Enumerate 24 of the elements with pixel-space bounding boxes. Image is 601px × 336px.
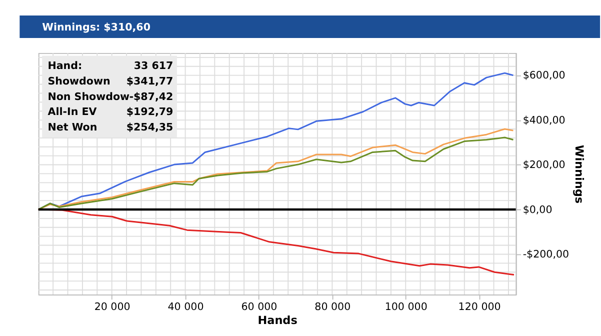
- y-axis-title: Winnings: [572, 144, 586, 204]
- x-tick-label: 80 000: [314, 300, 351, 313]
- chart-title: Winnings: $310,60: [42, 21, 150, 34]
- x-tick-label: 20 000: [94, 300, 130, 313]
- annotation: $192,79: [126, 106, 174, 118]
- x-tick-label: 100 000: [384, 300, 428, 313]
- annotation: Showdown: [48, 75, 110, 88]
- x-axis-title: Hands: [258, 314, 298, 327]
- x-tick-label: 40 000: [168, 300, 204, 313]
- annotation: 33 617: [134, 60, 174, 72]
- annotation: Net Won: [48, 122, 98, 134]
- annotation: Non Showdow: [48, 90, 130, 103]
- annotation: Hand:: [48, 60, 82, 72]
- y-tick-label: $0,00: [522, 204, 552, 216]
- annotation: $254,35: [126, 122, 174, 134]
- y-tick-label: -$200,00: [522, 248, 570, 260]
- annotation: -$87,42: [129, 90, 174, 103]
- y-tick-label: $400,00: [522, 114, 566, 126]
- x-tick-label: 120 000: [458, 300, 501, 313]
- y-tick-label: $600,00: [522, 70, 566, 82]
- annotation: All-In EV: [48, 106, 97, 118]
- y-tick-label: $200,00: [522, 159, 566, 172]
- x-tick-label: 60 000: [241, 300, 278, 313]
- annotation: $341,77: [126, 75, 174, 88]
